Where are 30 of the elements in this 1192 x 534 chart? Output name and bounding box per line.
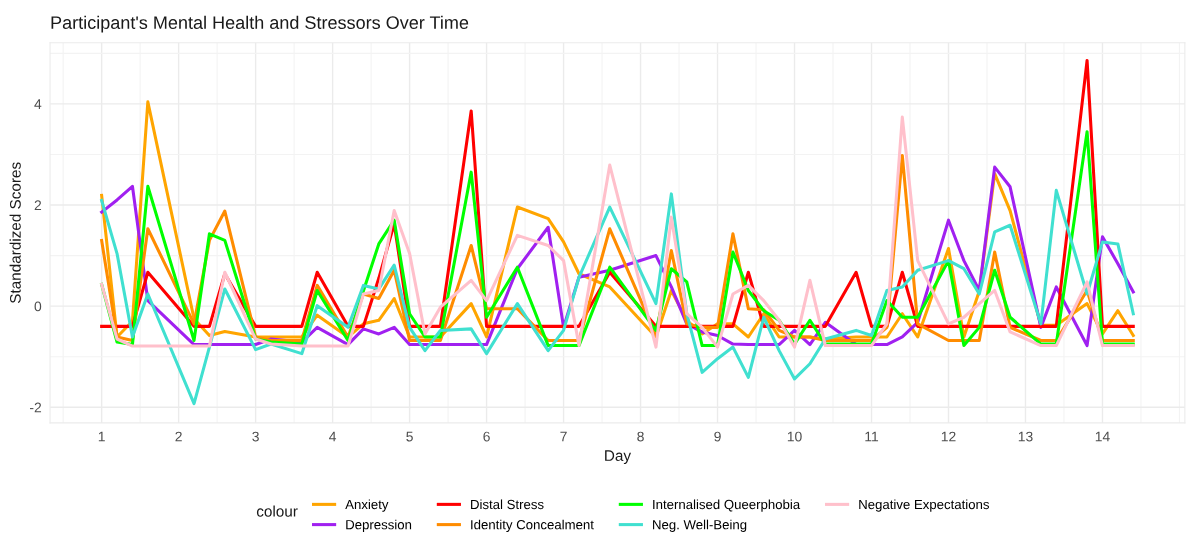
legend-label: Neg. Well-Being — [653, 519, 747, 532]
x-tick-label: 11 — [865, 431, 879, 442]
legend-label: Identity Concealment — [471, 519, 594, 532]
y-tick-label: 2 — [34, 200, 42, 211]
x-tick-label: 4 — [329, 431, 337, 442]
x-tick-label: 7 — [560, 431, 567, 442]
x-tick-label: 8 — [637, 431, 644, 442]
y-tick-label: 4 — [34, 99, 42, 109]
x-axis-title: Day — [605, 450, 632, 465]
legend-label: Distal Stress — [471, 499, 544, 510]
y-axis-title: Standardized Scores — [9, 162, 21, 304]
legend-title: colour — [256, 505, 298, 517]
x-tick-label: 12 — [941, 431, 956, 442]
legend-label: Negative Expectations — [859, 499, 990, 512]
line-series — [100, 188, 1135, 406]
x-tick-label: 2 — [175, 431, 182, 442]
x-tick-label: 3 — [252, 431, 259, 442]
x-tick-label: 13 — [1018, 431, 1033, 442]
y-tick-label: -2 — [30, 402, 42, 413]
x-tick-label: 1 — [98, 431, 105, 442]
legend-label: Internalised Queerphobia — [653, 499, 801, 512]
x-tick-label: 5 — [406, 431, 413, 442]
legend-label: Anxiety — [345, 499, 389, 512]
x-tick-label: 6 — [483, 431, 490, 442]
x-tick-label: 10 — [787, 431, 802, 442]
x-tick-label: 14 — [1095, 431, 1110, 442]
legend-label: Depression — [346, 519, 412, 532]
chart-title: Participant's Mental Health and Stressors Over Time — [51, 15, 469, 33]
x-tick-label: 9 — [714, 431, 721, 442]
y-tick-label: 0 — [34, 301, 42, 312]
